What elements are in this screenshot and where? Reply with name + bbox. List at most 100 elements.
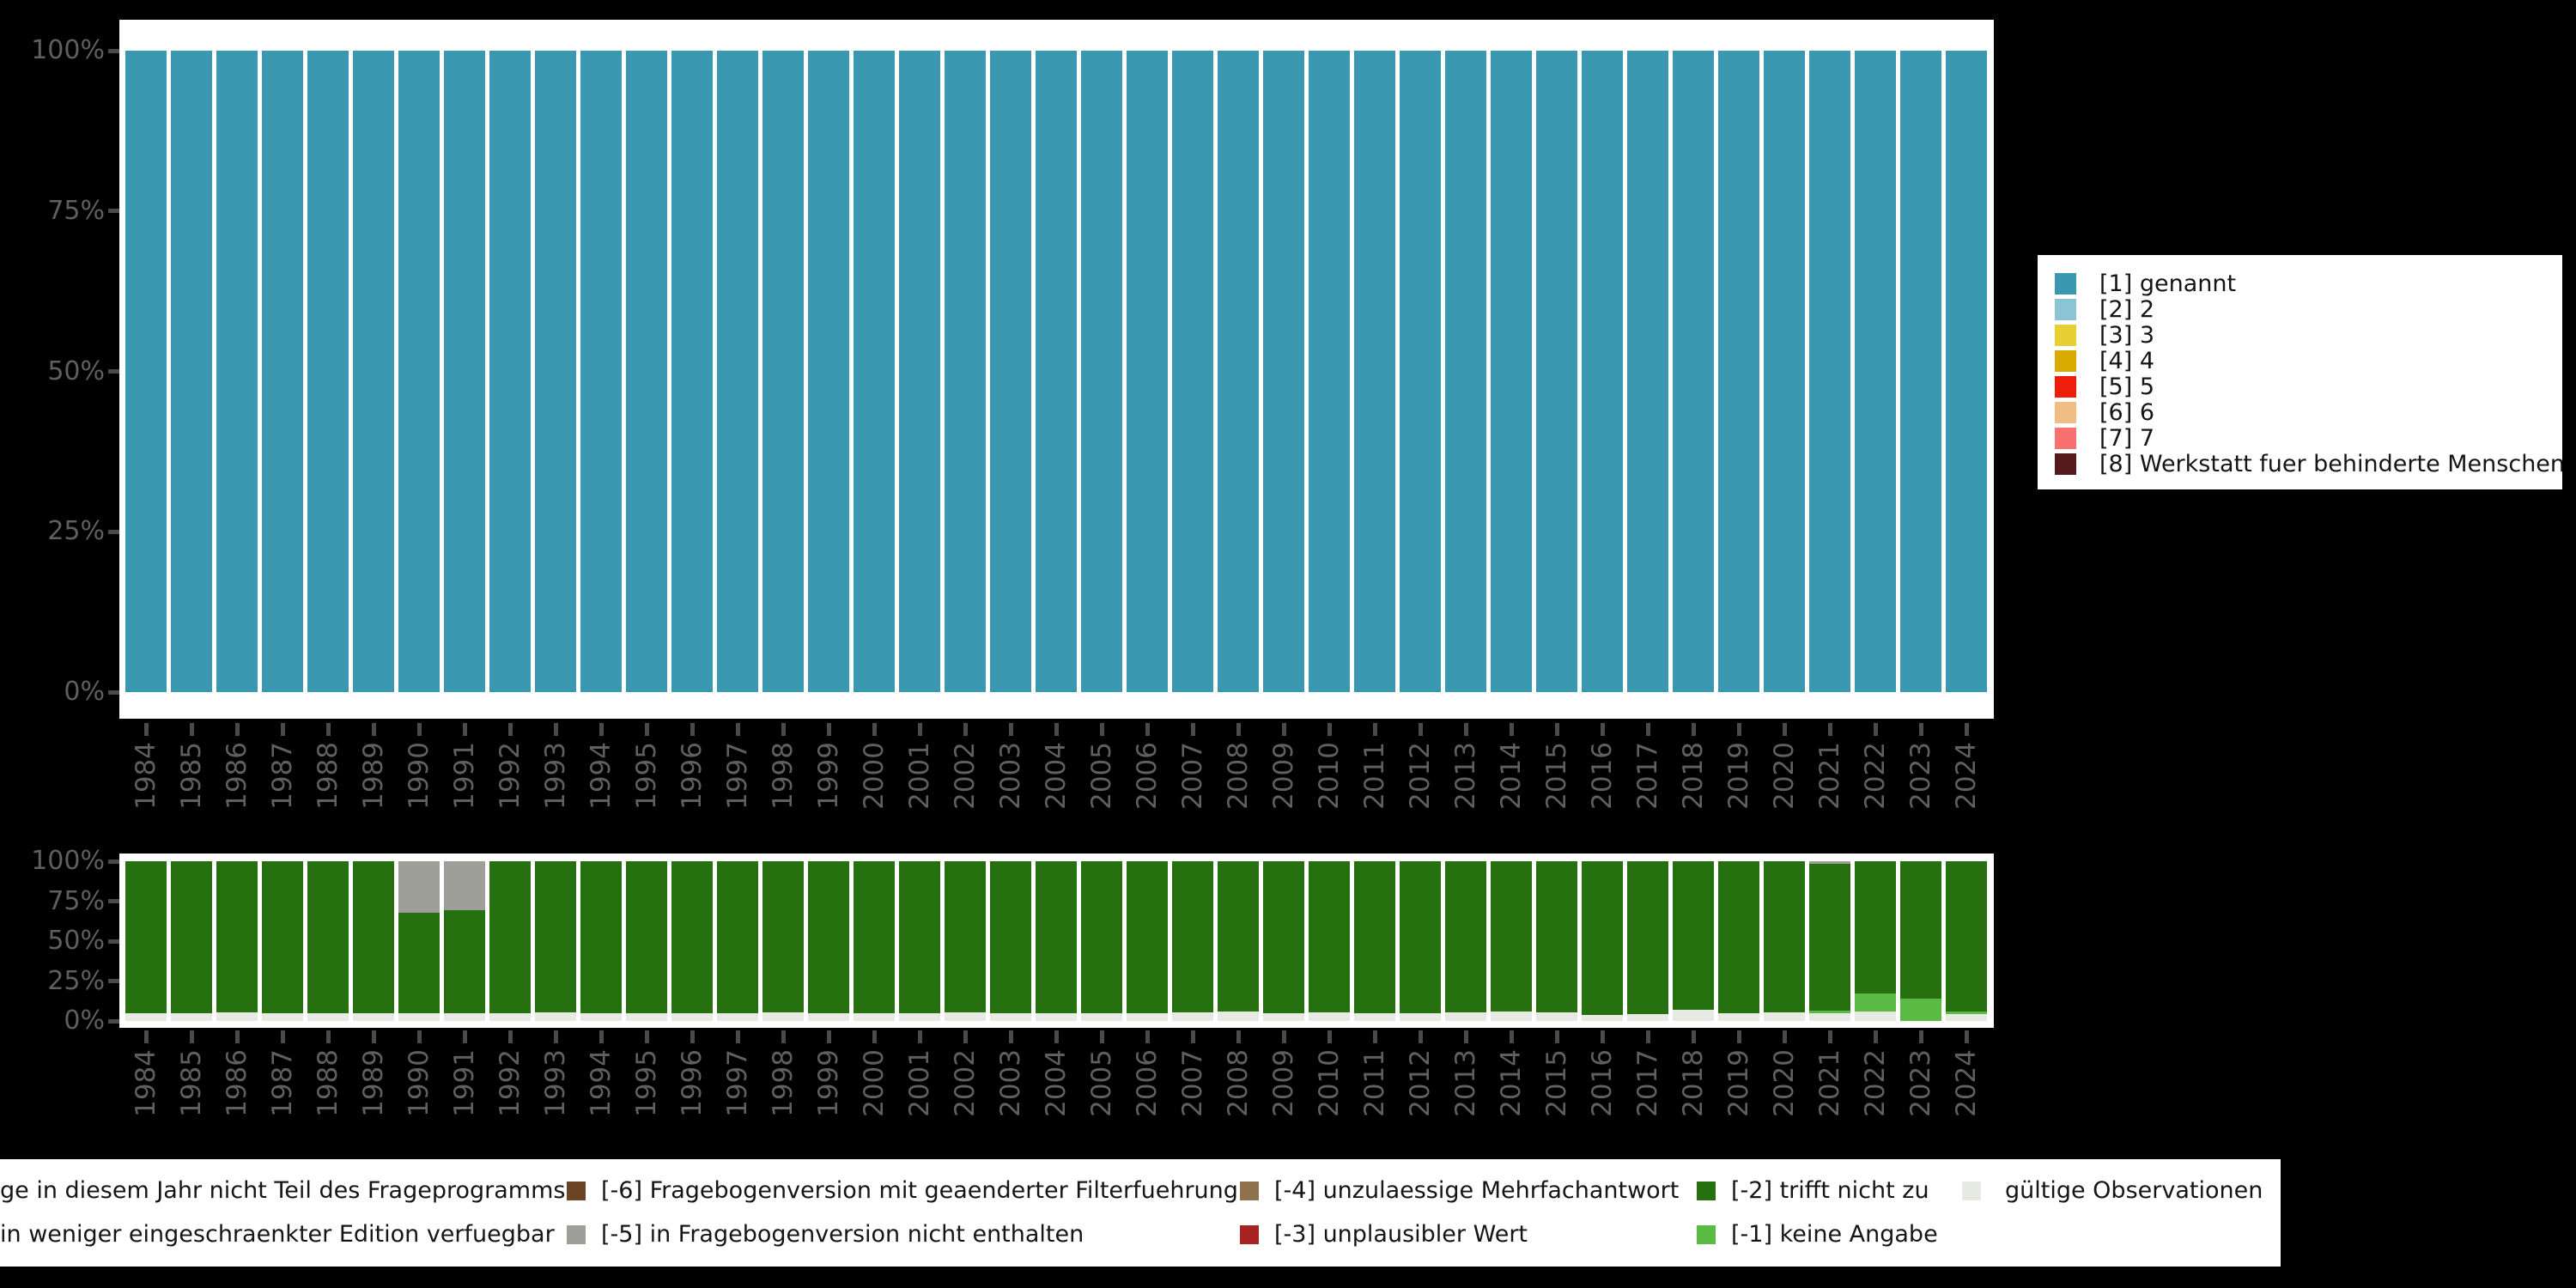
- x-axis-tick: [280, 723, 285, 736]
- legend-color-swatch: [2055, 428, 2076, 449]
- bars-area: [125, 51, 1987, 692]
- x-axis-tick: [462, 1030, 467, 1043]
- segment: [1127, 51, 1168, 692]
- bar-2011: [1354, 51, 1395, 692]
- x-axis-label: 1986: [222, 1049, 252, 1117]
- segment: [580, 1012, 622, 1021]
- bar-1988: [307, 51, 349, 692]
- y-axis-tick: [108, 1018, 119, 1024]
- bar-1992: [489, 861, 531, 1021]
- x-axis-tick: [1873, 1030, 1878, 1043]
- x-axis-tick: [826, 1030, 831, 1043]
- segment: [1172, 1012, 1213, 1021]
- bar-1991: [444, 51, 485, 692]
- x-axis-label: 1995: [631, 1049, 662, 1117]
- x-axis-label: 2001: [904, 742, 935, 810]
- x-axis-tick: [1918, 723, 1923, 736]
- bar-2010: [1309, 861, 1350, 1021]
- bar-1995: [626, 861, 667, 1021]
- segment: [1627, 861, 1668, 1014]
- segment: [1309, 51, 1350, 692]
- legend-color-swatch: [1697, 1225, 1716, 1244]
- segment: [762, 861, 804, 1012]
- bar-2016: [1582, 861, 1623, 1021]
- bar-1992: [489, 51, 531, 692]
- segment: [580, 51, 622, 692]
- y-axis-label: 100%: [31, 846, 105, 876]
- bar-2023: [1900, 861, 1941, 1021]
- x-axis-label: 2003: [995, 1049, 1026, 1117]
- bar-1988: [307, 861, 349, 1021]
- x-axis-tick: [507, 1030, 513, 1043]
- y-axis-label: 0%: [64, 1005, 105, 1036]
- x-axis-tick: [1873, 723, 1878, 736]
- segment: [808, 861, 849, 1013]
- segment: [1218, 861, 1259, 1012]
- y-axis-tick: [108, 209, 119, 214]
- x-axis-label: 2018: [1678, 742, 1709, 810]
- x-axis-label: 2005: [1086, 1049, 1117, 1117]
- legend-color-swatch: [1962, 1182, 1981, 1200]
- legend-color-swatch: [2055, 453, 2076, 475]
- x-axis-label: 2006: [1132, 742, 1163, 810]
- segment: [1036, 861, 1077, 1013]
- legend-item-label: ge in diesem Jahr nicht Teil des Fragepr…: [0, 1177, 566, 1204]
- bar-2009: [1263, 861, 1304, 1021]
- segment: [1764, 1012, 1805, 1021]
- segment: [1718, 51, 1759, 692]
- x-axis-tick: [371, 723, 376, 736]
- x-axis-label: 2022: [1860, 742, 1891, 810]
- bar-2019: [1718, 861, 1759, 1021]
- segment: [1172, 51, 1213, 692]
- bar-2013: [1445, 861, 1486, 1021]
- x-axis-tick: [1463, 723, 1468, 736]
- segment: [307, 51, 349, 692]
- legend-item-label: [7] 7: [2099, 425, 2155, 452]
- x-axis-tick: [280, 1030, 285, 1043]
- segment: [990, 1012, 1031, 1021]
- segment: [1855, 51, 1896, 692]
- x-axis-tick: [1782, 723, 1787, 736]
- bar-1984: [125, 51, 167, 692]
- segment: [1491, 861, 1532, 1012]
- segment: [1809, 863, 1850, 1012]
- segment: [1263, 51, 1304, 692]
- segment: [1127, 861, 1168, 1013]
- segment: [171, 861, 212, 1013]
- legend-color-swatch: [2055, 299, 2076, 320]
- bar-2014: [1491, 51, 1532, 692]
- y-axis-tick: [108, 859, 119, 864]
- bar-2005: [1081, 51, 1122, 692]
- bar-2003: [990, 51, 1031, 692]
- x-axis-tick: [325, 1030, 331, 1043]
- x-axis-tick: [1281, 1030, 1286, 1043]
- legend-item-label: gültige Observationen: [2005, 1177, 2263, 1204]
- segment: [1400, 861, 1441, 1013]
- x-axis-label: 1997: [722, 742, 753, 810]
- segment: [398, 1013, 440, 1021]
- bar-2020: [1764, 51, 1805, 692]
- bar-2000: [854, 861, 895, 1021]
- x-axis-label: 1990: [404, 1049, 434, 1117]
- x-axis-label: 2008: [1223, 742, 1254, 810]
- segment: [1445, 1012, 1486, 1021]
- x-axis-tick: [1281, 723, 1286, 736]
- bar-1996: [671, 861, 713, 1021]
- bar-1994: [580, 51, 622, 692]
- y-axis-label: 50%: [47, 355, 105, 386]
- bar-1999: [808, 51, 849, 692]
- segment: [125, 1012, 167, 1021]
- segment: [353, 1012, 394, 1021]
- legend-item-label: [-1] keine Angabe: [1731, 1221, 1938, 1248]
- segment: [216, 861, 258, 1012]
- segment: [1673, 861, 1714, 1010]
- x-axis-label: 2020: [1769, 742, 1800, 810]
- x-axis-tick: [553, 723, 558, 736]
- x-axis-label: 2000: [859, 1049, 890, 1117]
- segment: [1582, 1014, 1623, 1021]
- segment: [1627, 1013, 1668, 1021]
- segment: [1946, 1013, 1987, 1021]
- segment: [1900, 51, 1941, 692]
- y-axis-label: 100%: [31, 35, 105, 65]
- segment: [1946, 1011, 1987, 1014]
